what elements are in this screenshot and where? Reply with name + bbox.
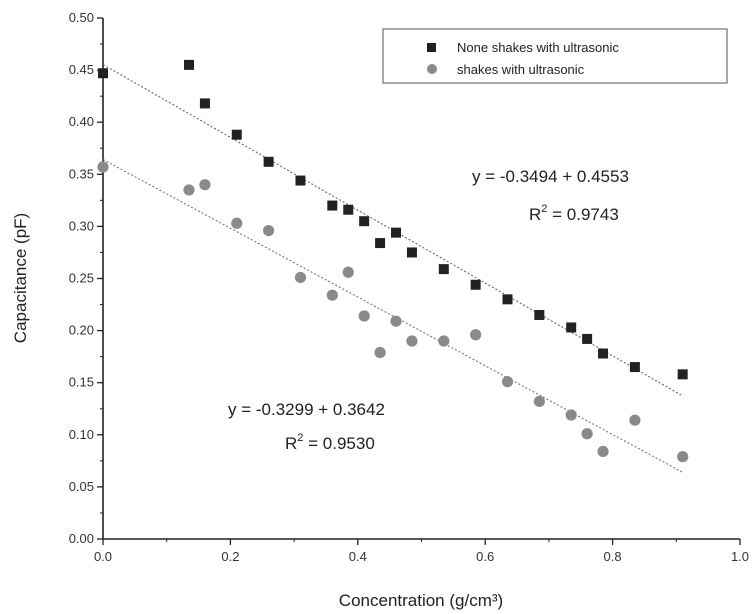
y-tick-label: 0.20: [69, 323, 94, 338]
data-point-square: [199, 98, 210, 109]
y-tick-label: 0.25: [69, 271, 94, 286]
data-point-circle: [565, 409, 577, 421]
fit-line-shakes: [102, 159, 683, 473]
y-tick-label: 0.10: [69, 427, 94, 442]
data-point-square: [327, 200, 338, 211]
data-point-circle: [390, 315, 402, 327]
data-point-circle: [231, 217, 243, 229]
x-tick-label: 0.2: [221, 549, 239, 564]
data-point-square: [582, 333, 593, 344]
y-tick-label: 0.40: [69, 114, 94, 129]
y-tick-label: 0.00: [69, 531, 94, 546]
plot-axes: [102, 18, 740, 540]
fit-equation-1: y = -0.3494 + 0.4553: [472, 167, 629, 186]
fit-r-squared-1: R2 = 0.9743: [529, 203, 619, 224]
data-point-circle: [581, 428, 593, 440]
series-shakes-points: [97, 161, 689, 463]
x-tick-label: 0.0: [94, 549, 112, 564]
data-point-circle: [342, 266, 354, 278]
legend-label-shakes: shakes with ultrasonic: [457, 62, 585, 77]
legend-square-marker: [427, 43, 436, 52]
r-label-1: R: [529, 205, 541, 224]
data-point-square: [359, 216, 370, 227]
x-tick-label: 0.4: [349, 549, 367, 564]
data-point-square: [438, 264, 449, 275]
data-point-circle: [438, 335, 450, 347]
y-tick-label: 0.35: [69, 166, 94, 181]
fit-equation-2: y = -0.3299 + 0.3642: [228, 400, 385, 419]
legend-label-none-shakes: None shakes with ultrasonic: [457, 40, 619, 55]
data-point-square: [183, 59, 194, 70]
data-point-square: [677, 369, 688, 380]
x-tick-label: 0.8: [604, 549, 622, 564]
data-point-circle: [533, 395, 545, 408]
y-ticks: 0.00 0.05 0.10 0.15 0.20 0.25 0.30 0.35 0.40 0.45…: [69, 10, 103, 546]
r-value-1: = 0.9743: [547, 205, 618, 224]
data-point-square: [231, 129, 242, 140]
data-point-square: [391, 227, 402, 238]
legend-box: [382, 28, 728, 84]
data-point-square: [98, 68, 108, 79]
y-axis-title: Capacitance (pF): [11, 213, 30, 343]
data-point-square: [502, 294, 513, 305]
x-ticks: 0.0 0.2 0.4 0.6 0.8 1.0: [94, 539, 749, 564]
data-point-circle: [629, 414, 641, 426]
data-point-square: [343, 204, 354, 215]
data-point-circle: [677, 451, 689, 463]
data-point-circle: [199, 179, 211, 191]
data-point-square: [629, 362, 640, 373]
data-point-square: [470, 279, 481, 290]
r-value-2: = 0.9530: [303, 434, 374, 453]
data-point-circle: [263, 224, 275, 237]
data-point-circle: [501, 376, 514, 388]
r-label-2: R: [285, 434, 297, 453]
data-point-circle: [183, 184, 195, 196]
x-axis-title: Concentration (g/cm³): [339, 591, 503, 610]
data-point-circle: [326, 289, 338, 301]
data-point-square: [566, 322, 577, 333]
data-point-circle: [294, 271, 307, 284]
fit-r-squared-2: R2 = 0.9530: [285, 432, 375, 453]
data-point-square: [263, 156, 274, 167]
x-tick-label: 1.0: [731, 549, 749, 564]
data-point-square: [406, 247, 417, 258]
x-tick-label: 0.6: [476, 549, 494, 564]
legend: None shakes with ultrasonic shakes with …: [382, 28, 728, 84]
fit-lines: [102, 64, 683, 473]
y-tick-label: 0.30: [69, 218, 94, 233]
y-tick-label: 0.45: [69, 62, 94, 77]
legend-circle-marker: [427, 64, 437, 74]
data-point-square: [534, 309, 545, 320]
data-point-circle: [406, 335, 418, 347]
data-point-circle: [597, 445, 609, 458]
data-point-square: [375, 238, 386, 249]
series-none-shakes-points: [98, 59, 688, 380]
r-sup-2: 2: [297, 432, 303, 444]
data-point-circle: [470, 329, 482, 341]
data-point-circle: [374, 346, 386, 359]
y-tick-label: 0.05: [69, 479, 94, 494]
y-tick-label: 0.15: [69, 375, 94, 390]
y-tick-label: 0.50: [69, 10, 94, 25]
r-sup-1: 2: [541, 203, 547, 215]
data-point-circle: [97, 161, 109, 173]
data-point-square: [295, 175, 306, 186]
data-point-circle: [358, 310, 370, 322]
data-point-square: [598, 348, 609, 359]
